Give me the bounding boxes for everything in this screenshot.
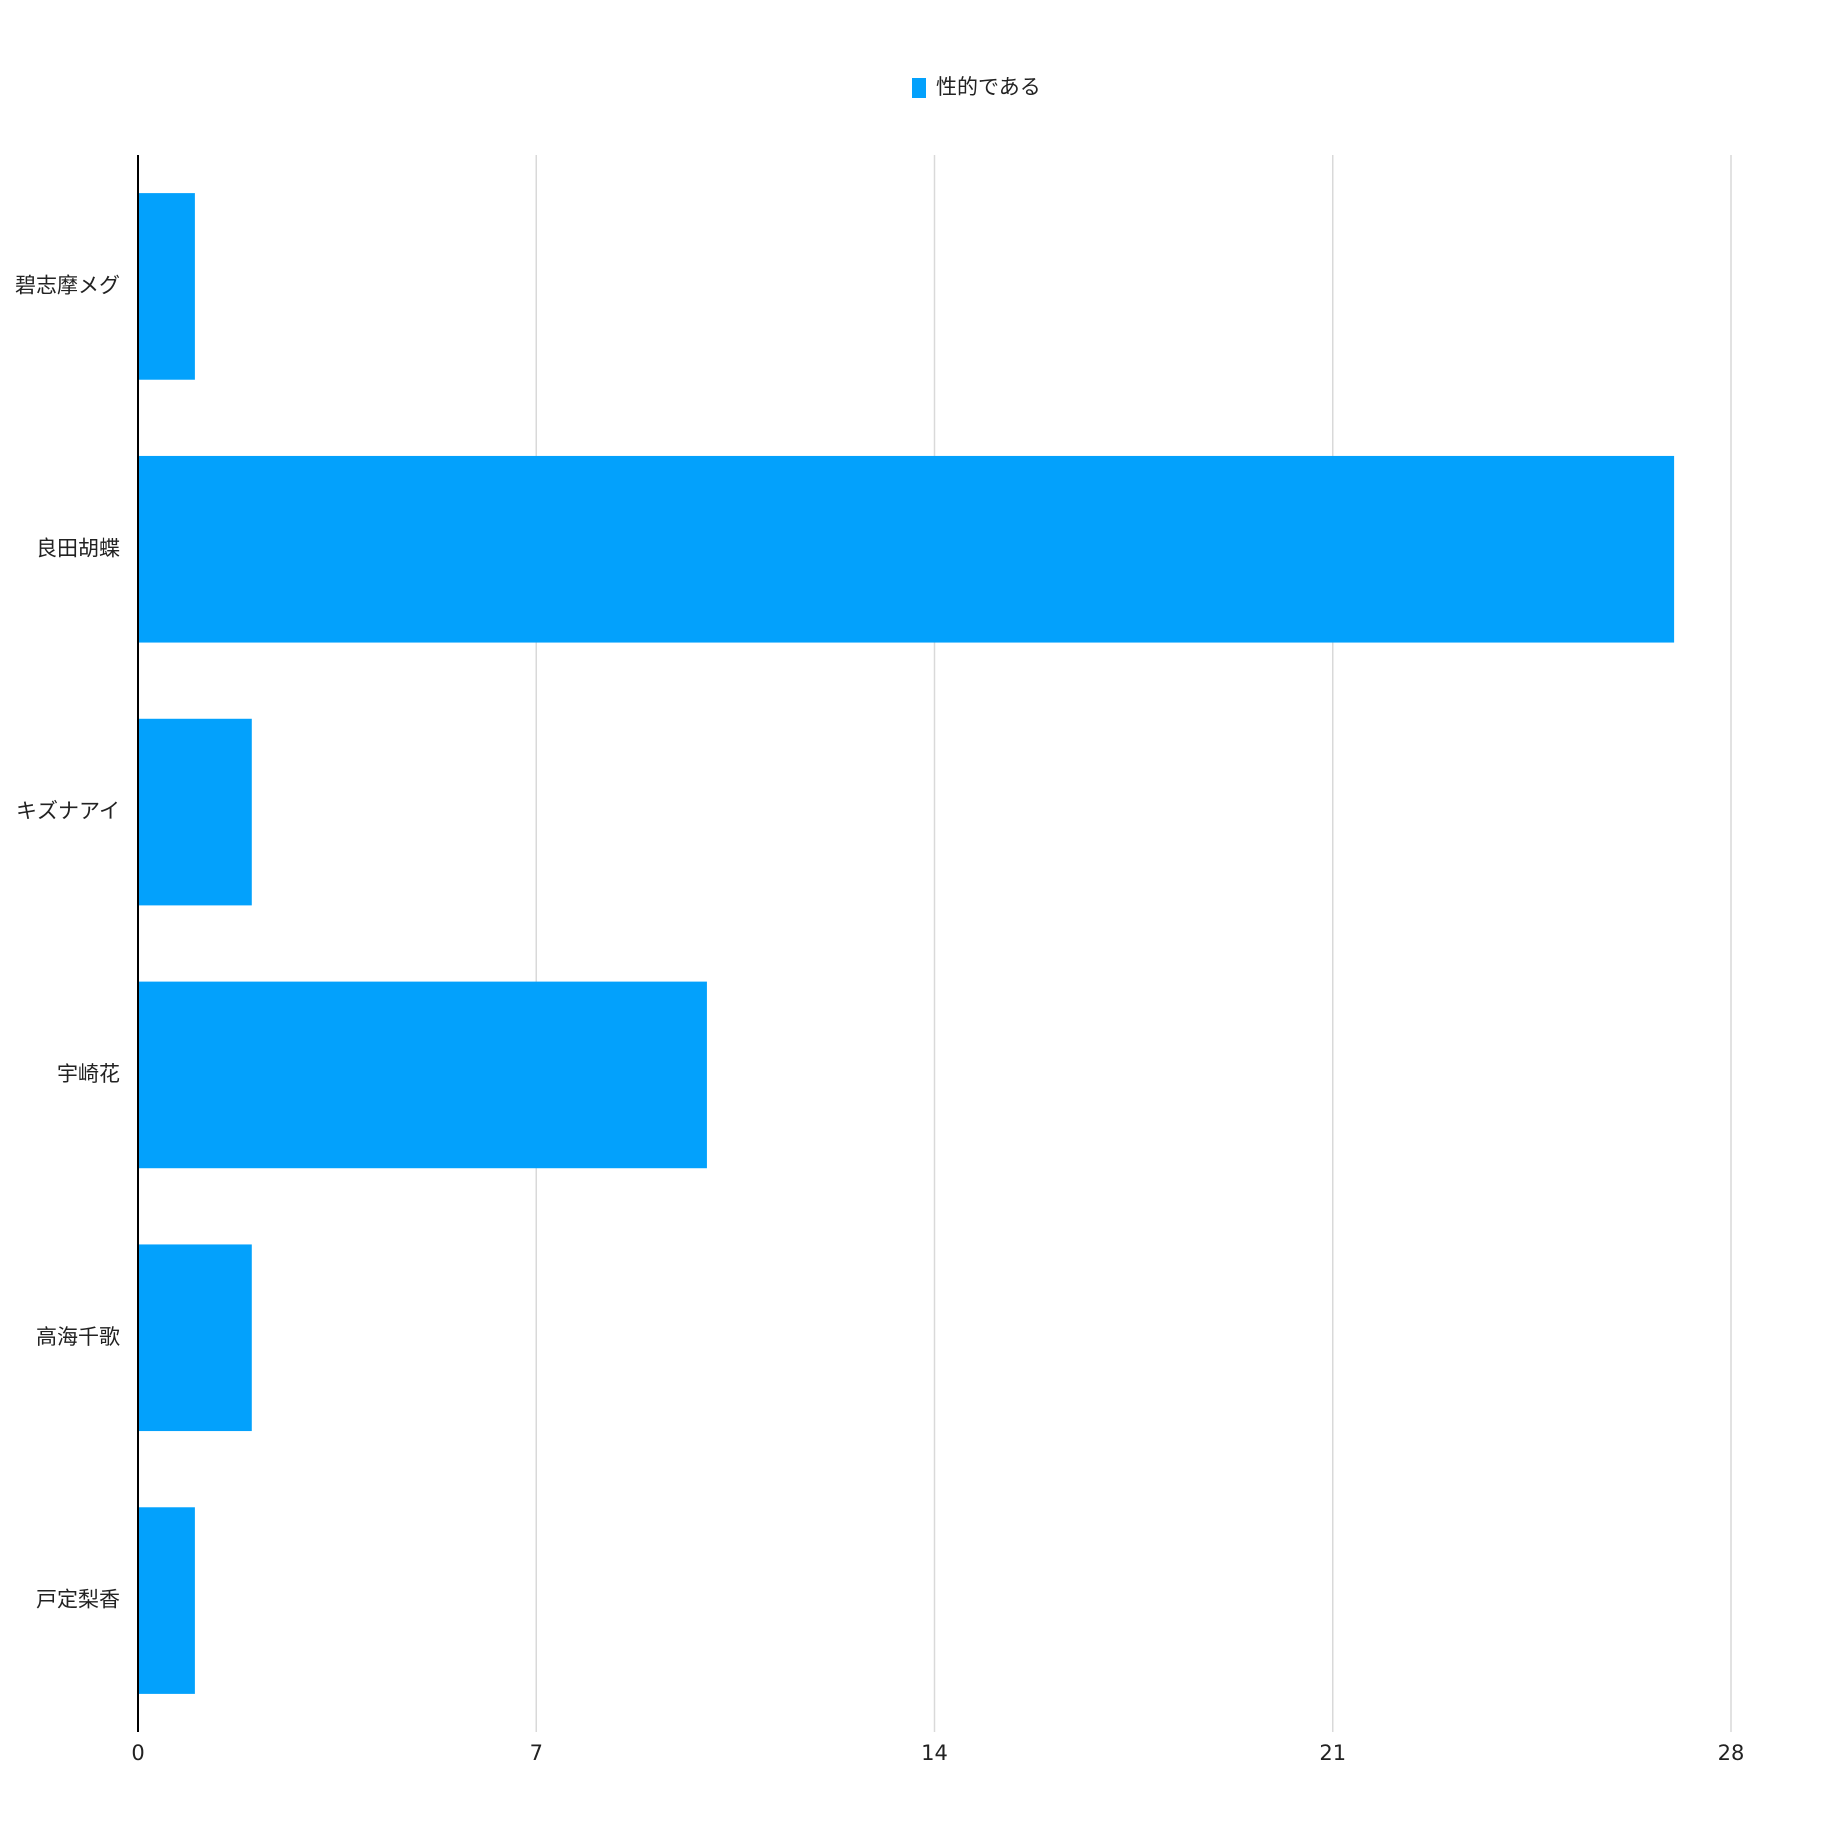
x-tick-label: 28 [1718, 1741, 1745, 1765]
legend-label: 性的である [936, 75, 1041, 99]
y-tick-label: 碧志摩メグ [15, 273, 120, 297]
y-tick-label: 宇崎花 [57, 1062, 120, 1086]
bar [138, 193, 195, 380]
y-tick-label: 高海千歌 [36, 1325, 120, 1349]
bar [138, 981, 707, 1169]
legend-swatch [912, 78, 926, 98]
bar [138, 455, 1675, 643]
y-tick-label: キズナアイ [16, 799, 120, 823]
x-tick-label: 7 [530, 1741, 543, 1765]
x-tick-label: 0 [131, 1741, 144, 1765]
y-tick-label: 戸定梨香 [36, 1588, 120, 1612]
y-tick-label: 良田胡蝶 [36, 536, 120, 560]
x-tick-label: 21 [1319, 1741, 1346, 1765]
bar [138, 1244, 252, 1432]
x-tick-label: 14 [921, 1741, 948, 1765]
bar [138, 718, 252, 906]
bar [138, 1507, 195, 1694]
